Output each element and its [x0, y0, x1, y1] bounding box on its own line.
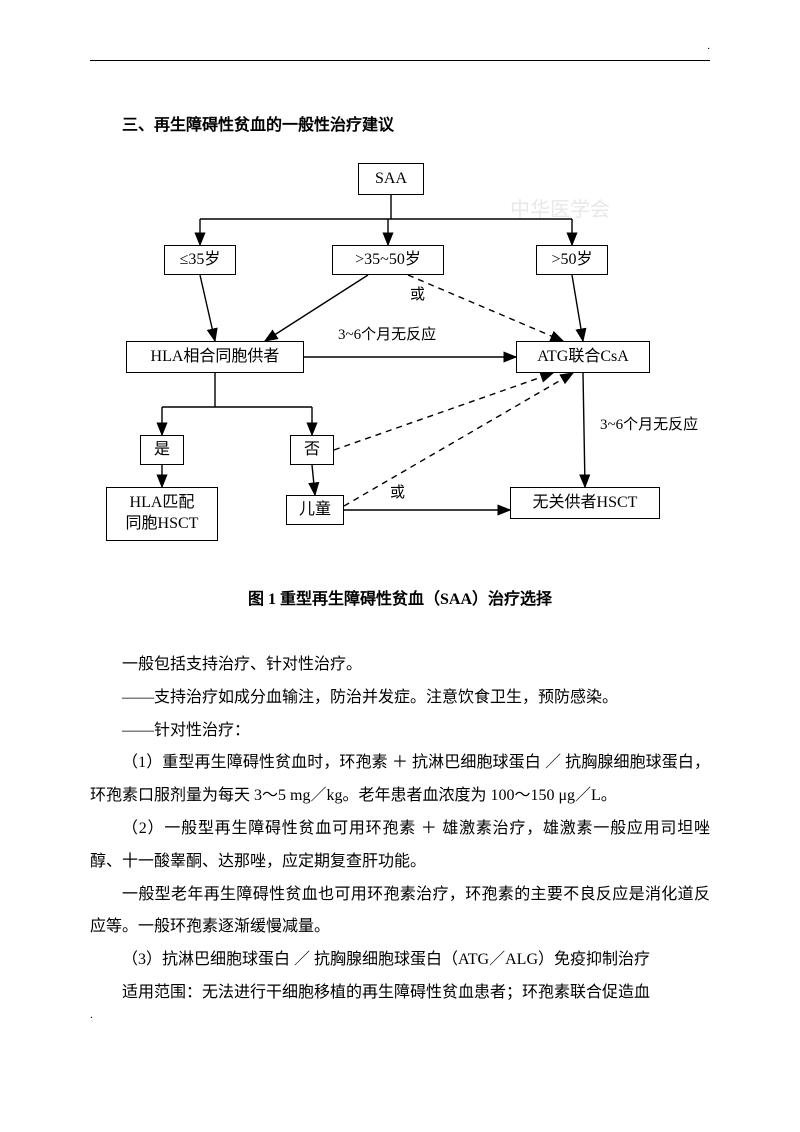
paragraph: 一般型老年再生障碍性贫血也可用环孢素治疗，环孢素的主要不良反应是消化道反应等。一… [90, 879, 710, 945]
top-rule [90, 60, 710, 61]
flow-node-le35: ≤35岁 [164, 245, 236, 275]
paragraph: （1）重型再生障碍性贫血时，环孢素 ＋ 抗淋巴细胞球蛋白 ／ 抗胸腺细胞球蛋白，… [90, 747, 710, 813]
flow-node-atg: ATG联合CsA [516, 341, 650, 373]
flow-node-gt50: >50岁 [536, 245, 608, 275]
flow-node-hla: HLA相合同胞供者 [126, 341, 304, 373]
flow-node-child: 儿童 [286, 495, 344, 525]
paragraph: ——针对性治疗： [90, 715, 710, 748]
flow-node-hlamat: HLA匹配同胞HSCT [106, 487, 218, 541]
edge-label: 或 [390, 481, 405, 502]
watermark: 中华医学会 [510, 193, 610, 222]
body-text: 一般包括支持治疗、针对性治疗。——支持治疗如成分血输注，防治并发症。注意饮食卫生… [90, 649, 710, 1010]
edge-label: 或 [410, 283, 425, 304]
flow-node-yes: 是 [140, 435, 184, 465]
paragraph: 适用范围：无法进行干细胞移植的再生障碍性贫血患者；环孢素联合促造血 [90, 977, 710, 1010]
figure-caption: 图 1 重型再生障碍性贫血（SAA）治疗选择 [90, 585, 710, 609]
edge-label: 3~6个月无反应 [600, 413, 698, 434]
footer-mark: . [90, 1007, 93, 1022]
flow-node-unrel: 无关供者HSCT [510, 487, 660, 519]
paragraph: （3）抗淋巴细胞球蛋白 ／ 抗胸腺细胞球蛋白（ATG／ALG）免疫抑制治疗 [90, 944, 710, 977]
paragraph: 一般包括支持治疗、针对性治疗。 [90, 649, 710, 682]
corner-mark: . [707, 40, 710, 52]
flow-node-saa: SAA [358, 163, 424, 195]
flow-node-35_50: >35~50岁 [332, 245, 444, 275]
paragraph: ——支持治疗如成分血输注，防治并发症。注意饮食卫生，预防感染。 [90, 682, 710, 715]
flow-node-no: 否 [290, 435, 334, 465]
flowchart: 中华医学会 SAA ≤35岁 >35~50岁 >50岁 HLA相合同胞供者 ATG联合Cs… [90, 163, 710, 563]
section-heading: 三、再生障碍性贫血的一般性治疗建议 [90, 111, 710, 135]
edge-label: 3~6个月无反应 [338, 323, 436, 344]
paragraph: （2）一般型再生障碍性贫血可用环孢素 ＋ 雄激素治疗，雄激素一般应用司坦唑醇、十… [90, 813, 710, 879]
